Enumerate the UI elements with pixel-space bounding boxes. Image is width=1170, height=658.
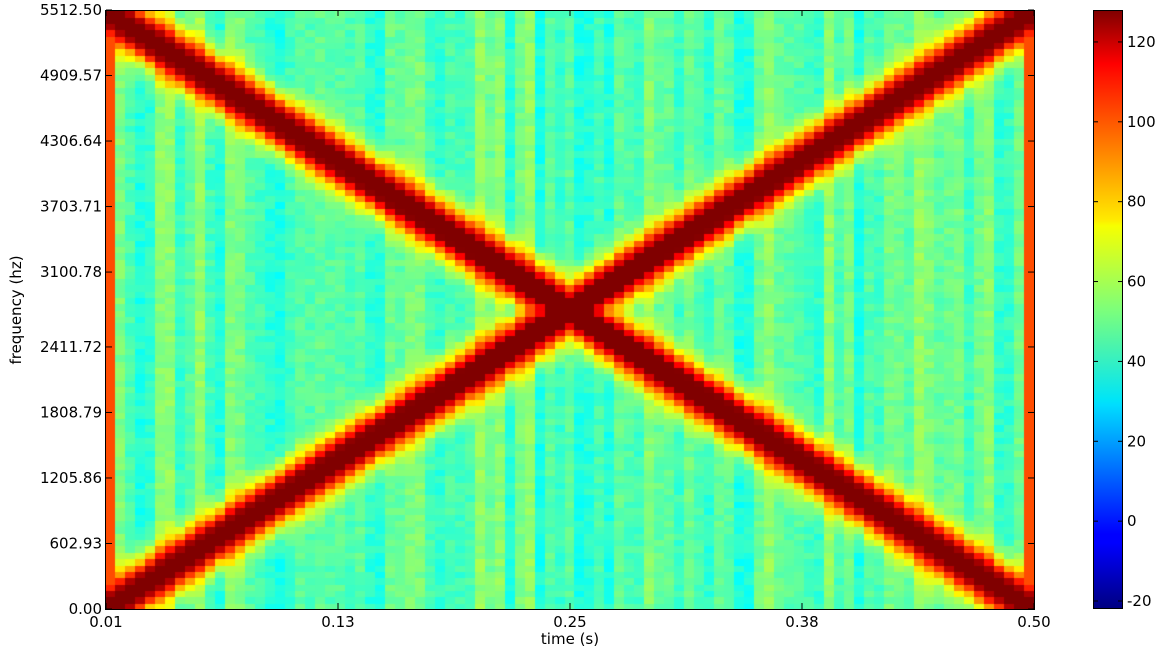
colorbar-frame [1093,10,1123,609]
y-tick-label: 3100.78 [40,263,102,281]
x-axis: 0.01 0.13 0.25 0.38 0.50 [89,10,1051,631]
colorbar-tick-label: 80 [1127,193,1146,211]
colorbar-tick-label: 0 [1127,512,1137,530]
colorbar-tick-label: 20 [1127,432,1146,450]
y-tick-label: 1205.86 [40,469,102,487]
y-tick-label: 4909.57 [40,67,102,85]
colorbar-tick-label: 120 [1127,33,1156,51]
x-tick-label: 0.50 [1017,613,1050,631]
spectrogram-heatmap [106,10,1034,609]
y-tick-label: 1808.79 [40,403,102,421]
x-tick-label: 0.13 [321,613,354,631]
x-axis-label: time (s) [541,630,599,648]
y-tick-label: 3703.71 [40,198,102,216]
plot-area [105,10,1035,610]
colorbar-tick-label: 40 [1127,352,1146,370]
x-tick-label: 0.38 [785,613,818,631]
heatmap-container [106,10,1034,609]
colorbar: -20 0 20 40 60 80 100 120 [1093,10,1156,610]
y-tick-label: 2411.72 [40,338,102,356]
y-axis: 0.00 602.93 1205.86 1808.79 2411.72 3100.78 37… [40,1,1034,618]
colorbar-tick-label: 60 [1127,273,1146,291]
colorbar-gradient [1093,10,1123,609]
y-axis-label: frequency (hz) [7,255,25,364]
colorbar-tick-label: 100 [1127,113,1156,131]
y-tick-label: 0.00 [69,600,102,618]
y-tick-label: 602.93 [50,534,103,552]
x-tick-label: 0.01 [89,613,122,631]
y-tick-label: 5512.50 [40,1,102,19]
colorbar-ticks: -20 0 20 40 60 80 100 120 [1093,33,1156,610]
x-tick-label: 0.25 [553,613,586,631]
y-tick-label: 4306.64 [40,132,102,150]
colorbar-tick-label: -20 [1127,592,1152,610]
